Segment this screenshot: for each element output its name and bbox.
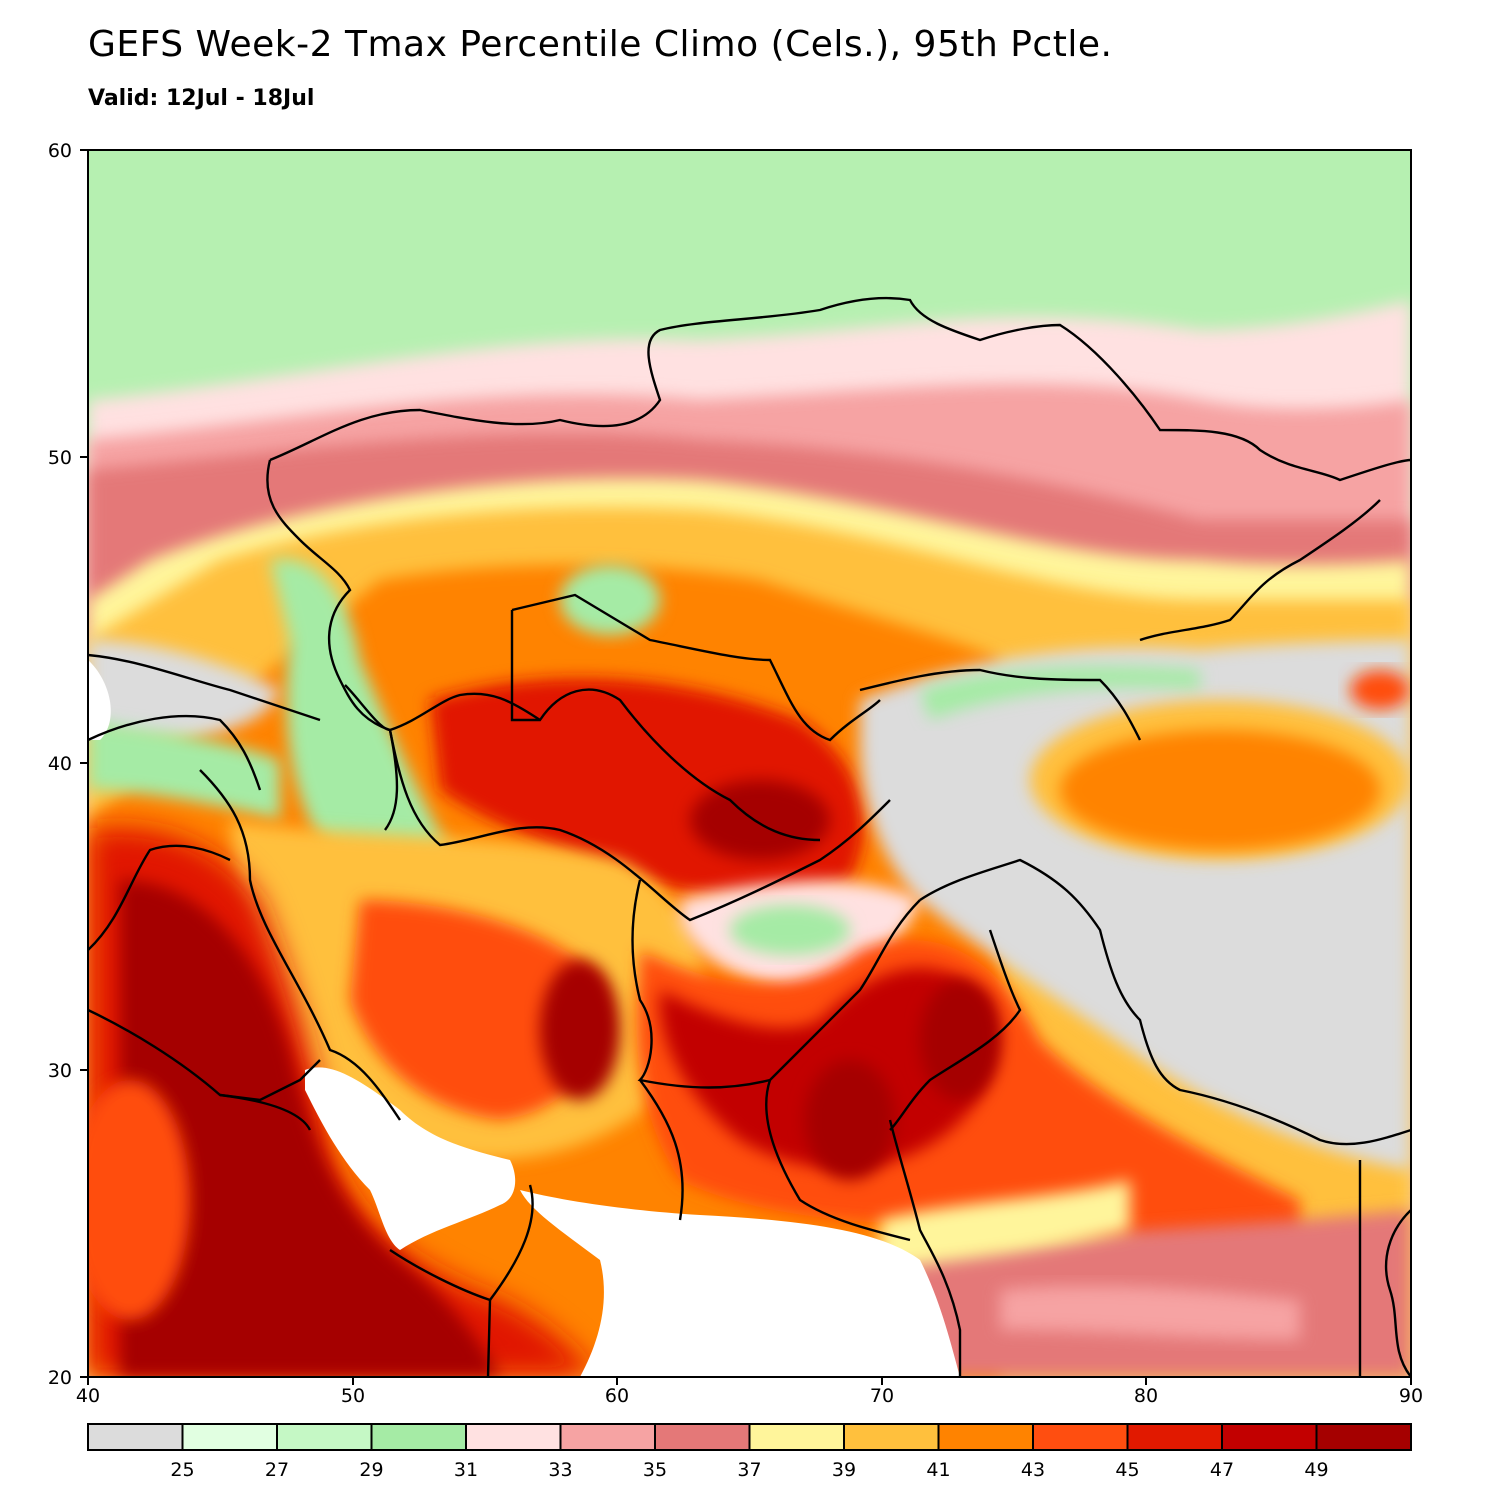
x-tick-label: 40 [76,1385,100,1407]
colorbar-swatch [370,1423,467,1451]
colorbar-swatch [937,1423,1034,1451]
colorbar-swatch [181,1423,278,1451]
colorbar-label: 25 [170,1459,194,1481]
x-tick-label: 90 [1399,1385,1423,1407]
colorbar-label: 49 [1304,1459,1328,1481]
temperature-field [88,150,1411,1377]
colorbar-label: 39 [832,1459,856,1481]
country-borders [88,296,1411,1377]
y-tick-label: 30 [48,1060,72,1082]
axis-ticks [80,149,1412,1385]
x-tick-label: 60 [605,1385,629,1407]
colorbar-swatch [1221,1423,1318,1451]
y-tick-label: 50 [48,447,72,469]
map-title: GEFS Week-2 Tmax Percentile Climo (Cels.… [88,24,1113,65]
colorbar-label: 47 [1210,1459,1234,1481]
colorbar-label: 33 [548,1459,572,1481]
x-tick-label: 80 [1134,1385,1158,1407]
x-tick-label: 70 [870,1385,894,1407]
valid-period: Valid: 12Jul - 18Jul [88,86,315,111]
colorbar-label: 27 [265,1459,289,1481]
colorbar-label: 29 [359,1459,383,1481]
y-tick-label: 40 [48,753,72,775]
colorbar-swatch [654,1423,751,1451]
colorbar-swatch [1126,1423,1223,1451]
colorbar-label: 45 [1115,1459,1139,1481]
colorbar-swatch [748,1423,845,1451]
colorbar-label: 31 [454,1459,478,1481]
colorbar-swatch [1032,1423,1129,1451]
colorbar-swatch [843,1423,940,1451]
y-tick-label: 60 [48,140,72,162]
colorbar-swatch [559,1423,656,1451]
y-tick-label: 20 [48,1367,72,1389]
colorbar-swatch [1315,1423,1412,1451]
colorbar-swatch [465,1423,562,1451]
colorbar: 25 27 29 31 33 35 37 39 41 43 45 47 49 [87,1423,1412,1481]
colorbar-label: 43 [1021,1459,1045,1481]
colorbar-swatch [87,1423,184,1451]
colorbar-label: 35 [643,1459,667,1481]
colorbar-label: 41 [926,1459,950,1481]
colorbar-label: 37 [737,1459,761,1481]
colorbar-swatch [276,1423,373,1451]
x-tick-label: 50 [341,1385,365,1407]
